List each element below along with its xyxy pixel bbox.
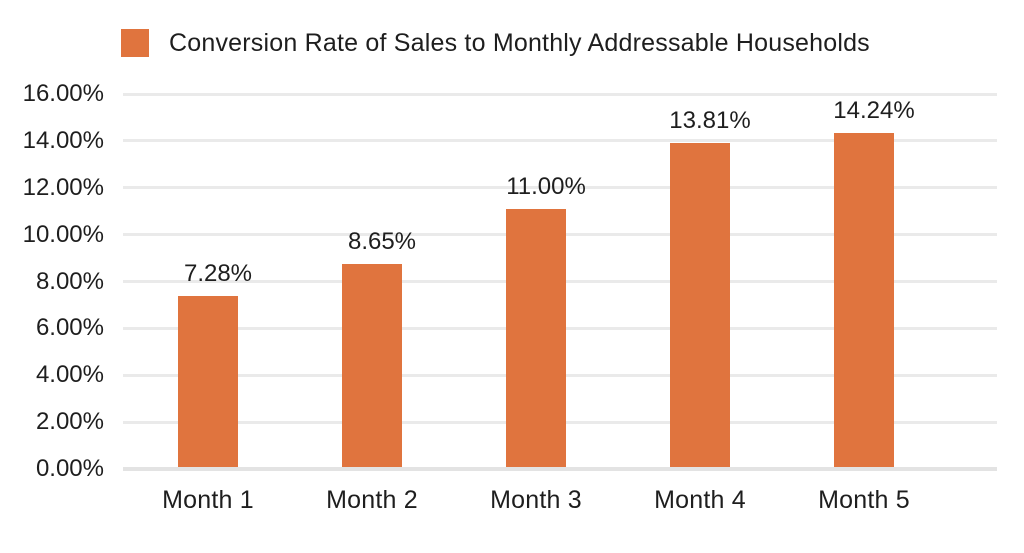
bar-month-1: [178, 296, 238, 467]
y-axis: 0.00% 2.00% 4.00% 6.00% 8.00% 10.00% 12.00% 14.…: [0, 82, 104, 481]
x-axis-label: Month 5: [818, 486, 910, 514]
x-axis-label: Month 3: [490, 486, 582, 514]
legend-label: Conversion Rate of Sales to Monthly Addr…: [169, 29, 870, 57]
x-axis-label: Month 2: [326, 486, 418, 514]
y-tick-label: 12.00%: [22, 173, 104, 201]
legend-marker-icon: [121, 29, 149, 57]
y-tick-label: 8.00%: [35, 267, 104, 295]
bar-month-4: [670, 143, 730, 467]
bar-value-label: 14.24%: [833, 97, 915, 125]
bar-value-label: 7.28%: [183, 260, 253, 288]
bar-month-2: [342, 264, 402, 467]
x-axis: Month 1 Month 2 Month 3 Month 4 Month 5: [123, 473, 997, 523]
y-tick-label: 6.00%: [35, 314, 104, 342]
y-tick-label: 2.00%: [35, 408, 104, 436]
y-tick-label: 14.00%: [22, 126, 104, 154]
gridline: [123, 186, 997, 190]
gridline: [123, 92, 997, 96]
x-axis-label: Month 1: [162, 486, 254, 514]
chart-legend: Conversion Rate of Sales to Monthly Addr…: [121, 29, 870, 57]
bar-value-label: 11.00%: [506, 173, 586, 201]
y-tick-label: 0.00%: [35, 455, 104, 482]
bar-value-label: 8.65%: [347, 228, 417, 256]
x-axis-label: Month 4: [654, 486, 746, 514]
y-tick-label: 4.00%: [35, 361, 104, 389]
gridline: [123, 139, 997, 143]
y-tick-label: 10.00%: [22, 220, 104, 248]
plot-area: 7.28% 8.65% 11.00% 13.81% 14.24%: [123, 92, 997, 471]
bar-month-3: [506, 209, 566, 467]
x-axis-baseline: [123, 467, 997, 471]
bar-month-5: [834, 133, 894, 467]
y-tick-label: 16.00%: [22, 80, 104, 107]
bar-value-label: 13.81%: [669, 107, 751, 135]
